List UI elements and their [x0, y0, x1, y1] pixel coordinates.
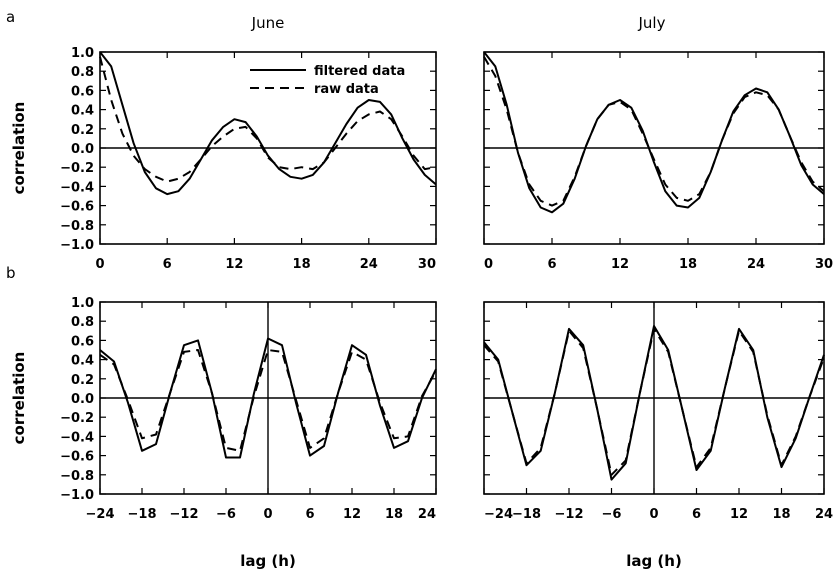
x-tick-label: −24 [86, 507, 115, 522]
x-axis-label: lag (h) [240, 552, 296, 570]
x-tick-label: −12 [555, 507, 584, 522]
x-tick-label: 12 [343, 507, 361, 522]
x-tick-label: 24 [747, 257, 765, 272]
x-tick-label: 24 [815, 507, 833, 522]
panel-b-june: 1.0 0.8 0.6 0.4 0.2 0.0 −0.2 −0.4 −0.6 −0.8 −1.0 −2… [10, 296, 437, 570]
y-tick-label: 0.8 [71, 65, 94, 80]
x-tick-label: 18 [772, 507, 790, 522]
y-tick-label: 0.6 [71, 334, 94, 349]
y-tick-label: 0.4 [71, 104, 94, 119]
x-tick-label: 18 [293, 257, 311, 272]
y-tick-label: −0.8 [60, 469, 94, 484]
series-filtered-data [483, 51, 825, 214]
y-tick-label: −1.0 [60, 238, 94, 253]
x-tick-label: 24 [360, 257, 378, 272]
series-raw-data [99, 56, 437, 183]
y-tick-label: 0.2 [71, 373, 94, 388]
series-raw-data [99, 349, 437, 452]
y-tick-label: −0.8 [60, 219, 94, 234]
series-raw-data [483, 56, 825, 207]
y-tick-label: 0.2 [71, 123, 94, 138]
x-tick-label: 0 [484, 257, 493, 272]
column-title-june: June [251, 14, 285, 32]
x-tick-label: −6 [602, 507, 622, 522]
x-tick-label: 6 [692, 507, 701, 522]
series-filtered-data [483, 325, 825, 481]
panel-a-june: 1.0 0.8 0.6 0.4 0.2 0.0 −0.2 −0.4 −0.6 −0.8 −1.00 6… [10, 46, 437, 272]
y-tick-label: 1.0 [71, 46, 94, 61]
y-tick-label: −1.0 [60, 488, 94, 503]
y-axis-label: correlation [10, 352, 28, 445]
x-tick-label: −18 [512, 507, 541, 522]
x-axis-label: lag (h) [626, 552, 682, 570]
y-tick-label: −0.4 [60, 430, 94, 445]
y-tick-label: −0.2 [60, 161, 94, 176]
x-tick-label: 30 [815, 257, 833, 272]
legend: filtered data raw data [250, 64, 405, 97]
legend-label-raw: raw data [314, 82, 379, 97]
y-tick-label: 0.0 [71, 142, 94, 157]
column-title-july: July [638, 14, 666, 32]
x-tick-label: −12 [170, 507, 199, 522]
series-filtered-data [99, 337, 437, 459]
x-tick-label: 18 [679, 257, 697, 272]
y-axis-label: correlation [10, 102, 28, 195]
x-tick-label: 12 [730, 507, 748, 522]
panel-a-july: 0 6 12 18 24 30 [483, 51, 833, 272]
x-tick-label: 0 [95, 257, 104, 272]
series-filtered-data [99, 51, 437, 196]
x-tick-label: −18 [128, 507, 157, 522]
x-tick-label: 6 [547, 257, 556, 272]
x-tick-label: 18 [385, 507, 403, 522]
x-tick-label: 30 [418, 257, 436, 272]
panel-b-july: −24 −18 −12 −6 0 6 12 18 24 lag (h) [483, 301, 833, 570]
x-tick-label: 12 [611, 257, 629, 272]
x-tick-label: −6 [216, 507, 236, 522]
y-tick-label: −0.6 [60, 450, 94, 465]
row-label-a: a [6, 8, 15, 26]
x-tick-label: 24 [418, 507, 436, 522]
x-tick-label: 0 [263, 507, 272, 522]
series-raw-data [483, 327, 825, 476]
x-tick-label: −24 [484, 507, 513, 522]
y-tick-label: −0.4 [60, 180, 94, 195]
y-tick-label: 1.0 [71, 296, 94, 311]
y-tick-label: 0.8 [71, 315, 94, 330]
row-label-b: b [6, 264, 16, 282]
x-tick-label: 12 [225, 257, 243, 272]
x-tick-label: 0 [649, 507, 658, 522]
legend-label-filtered: filtered data [314, 64, 405, 79]
y-tick-label: 0.0 [71, 392, 94, 407]
y-tick-label: −0.6 [60, 200, 94, 215]
x-tick-label: 6 [305, 507, 314, 522]
y-tick-label: −0.2 [60, 411, 94, 426]
y-tick-label: 0.4 [71, 354, 94, 369]
x-tick-label: 6 [163, 257, 172, 272]
y-tick-label: 0.6 [71, 84, 94, 99]
